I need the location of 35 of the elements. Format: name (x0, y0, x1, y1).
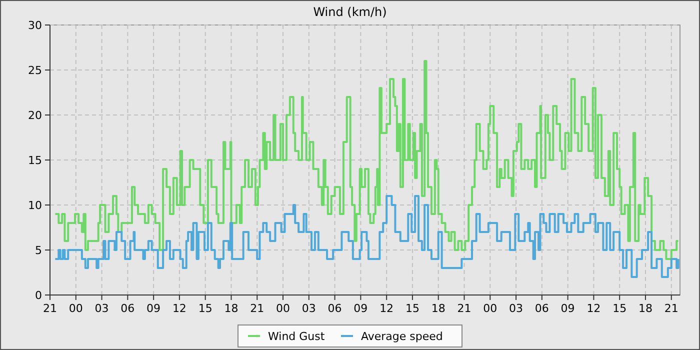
x-tick-label: 18 (224, 302, 238, 315)
x-tick-label: 18 (431, 302, 446, 315)
legend-label: Wind Gust (268, 330, 326, 343)
x-tick-label: 03 (509, 302, 524, 315)
y-tick-label: 15 (28, 154, 42, 167)
x-tick-label: 06 (328, 302, 342, 315)
x-tick-label: 03 (302, 302, 316, 315)
x-tick-label: 21 (664, 302, 678, 315)
x-tick-label: 21 (250, 302, 264, 315)
x-tick-label: 15 (405, 302, 420, 315)
x-tick-label: 09 (354, 302, 368, 315)
x-tick-label: 15 (198, 302, 212, 315)
y-tick-label: 25 (28, 64, 42, 77)
x-tick-label: 06 (120, 302, 135, 315)
y-tick-label: 10 (28, 199, 42, 212)
y-tick-label: 30 (28, 19, 42, 32)
x-tick-label: 18 (638, 302, 652, 315)
x-tick-label: 21 (43, 302, 57, 315)
y-tick-label: 0 (35, 289, 42, 302)
x-tick-label: 21 (457, 302, 472, 315)
legend-label: Average speed (361, 330, 443, 343)
y-tick-label: 5 (35, 244, 42, 257)
x-tick-label: 15 (612, 302, 627, 315)
x-tick-label: 12 (380, 302, 394, 315)
x-tick-label: 00 (276, 302, 290, 315)
x-tick-label: 03 (94, 302, 109, 315)
x-tick-label: 06 (534, 302, 549, 315)
x-tick-label: 12 (172, 302, 186, 315)
x-tick-label: 09 (146, 302, 161, 315)
x-tick-label: 09 (560, 302, 575, 315)
x-tick-label: 12 (586, 302, 601, 315)
x-tick-label: 00 (68, 302, 83, 315)
y-tick-label: 20 (28, 109, 42, 122)
chart-title: Wind (km/h) (313, 5, 387, 19)
x-tick-label: 00 (483, 302, 498, 315)
